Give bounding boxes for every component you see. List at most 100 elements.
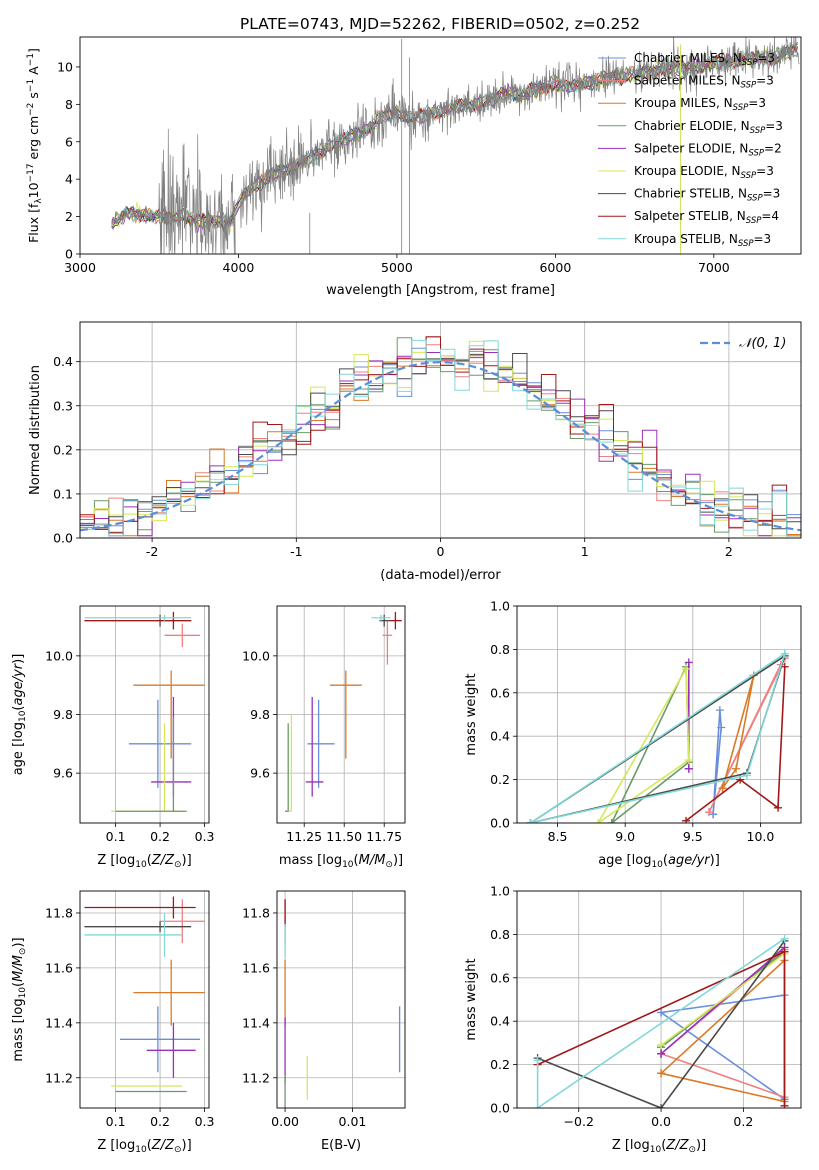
mass_vs_z-xlabel-part: ( [147,1138,152,1153]
legend-label-salpeter_elodie-part: SSP [748,148,764,158]
weight_vs_age-ylabel: mass weight [464,673,479,755]
age_vs_z-frame [79,605,210,824]
spectrum-ylabel-part: −2 [26,103,36,116]
residuals-ytick-label: 0.2 [53,442,73,457]
spectrum-ytick-label: 6 [65,134,73,149]
mass_vs_z-xtick-label: 0.2 [150,1114,170,1129]
spectrum-ytick-label: 4 [65,172,73,187]
legend-label-chabrier_miles-part: Chabrier MILES, N [634,51,742,65]
age_vs_z-points [84,611,205,812]
spectrum-frame [79,36,802,255]
legend-label-kroupa_stelib-part: SSP [738,239,754,249]
residuals-frame [79,321,802,539]
spectrum-xtick-label: 5000 [381,260,413,275]
marker-kroupa_elodie [594,819,603,823]
residuals-ytick-label: 0.0 [53,531,73,546]
legend-label-kroupa_elodie-part: Kroupa ELODIE, N [634,164,741,178]
age_vs_mass-xtick-label: 11.75 [366,829,402,844]
residuals-xtick-label: -1 [290,544,302,559]
series-chabrier_miles [712,710,723,815]
spectrum-ylabel-part: −1 [26,79,36,92]
marker-chabrier_stelib [657,1104,666,1108]
mass_vs_ebv-xtick-label: 0.00 [271,1114,299,1129]
weight_vs_age-xlabel-part: age [log [598,853,651,868]
age_vs_z-xtick-label: 0.2 [150,829,170,844]
legend-label-chabrier_miles-part: =3 [757,51,775,65]
spectrum-xtick-label: 4000 [223,260,255,275]
residuals-xtick-label: 1 [581,544,589,559]
residuals-ylabel: Normed distribution [28,365,43,495]
marker-salpeter_stelib [780,947,789,956]
weight_vs_z-xlabel: Z [log10(Z/Z⊙)] [612,1138,706,1155]
residuals-ytick-label: 0.1 [53,486,73,501]
spectrum-ylabel-part: Flux [f [26,203,41,243]
residuals-xtick-label: 0 [437,544,445,559]
weight_vs_z-ytick-label: 1.0 [490,884,510,899]
legend-label-chabrier_stelib-part: SSP [747,194,763,204]
age_vs_z-xlabel-part: ⊙ [174,860,182,870]
spectrum-ylabel-part: 10 [26,182,41,198]
age_vs_z-ylabel-part: age [log [11,722,26,775]
age_vs_mass-xtick-label: 11.50 [326,829,362,844]
mass_vs_ebv-ytick-label: 11.2 [242,1070,270,1085]
mass_vs_z-xlabel-part: Z/Z [151,1138,175,1153]
marker-salpeter_stelib [780,662,789,671]
residuals-panel: -2 -1 0 1 2 0.0 0.1 0.2 0.3 0.4 (data-model)/error… [28,321,802,583]
weight_vs_age-ytick-label: 0.4 [490,729,510,744]
mass_vs_ebv-ytick-label: 11.4 [242,1015,270,1030]
legend-label-chabrier_elodie-part: =3 [765,119,783,133]
legend-label-chabrier_miles: Chabrier MILES, NSSP=3 [634,51,775,68]
weight_vs_z-ytick-label: 0.6 [490,970,510,985]
weight_vs_z-xtick-label: 0.2 [733,1114,753,1129]
data-spectrum-line [111,37,800,254]
age_vs_mass-xlabel-part: ⊙ [385,860,393,870]
spectrum-xtick-label: 7000 [698,260,730,275]
weight_vs_age-ytick-label: 0.6 [490,685,510,700]
mass_vs_z-ylabel-part: ( [11,982,26,987]
spectrum-ytick-label: 2 [65,209,73,224]
spectrum-xtick-label: 6000 [539,260,571,275]
mass_vs_ebv-ytick-label: 11.6 [242,960,270,975]
weight_vs_z-xlabel-part: Z/Z [665,1138,689,1153]
marker-kroupa_stelib [526,819,535,823]
legend-label-chabrier_elodie: Chabrier ELODIE, NSSP=3 [634,119,783,136]
mass_vs_z-xlabel-part: ⊙ [174,1145,182,1155]
residuals-ytick-label: 0.4 [53,354,73,369]
spectrum-ylabel-part: λ [34,198,44,204]
legend-label-chabrier_stelib-part: Chabrier STELIB, N [634,187,747,201]
age_vs_mass-xtick-label: 11.25 [286,829,322,844]
residual-histograms [80,336,801,538]
series-salpeter_stelib [685,666,786,822]
residuals-xlabel: (data-model)/error [380,568,501,583]
spectrum-xtick-label: 3000 [64,260,96,275]
legend-label-kroupa_elodie-part: =3 [756,164,774,178]
mass_vs_ebv-xtick-label: 0.01 [339,1114,367,1129]
age_vs_z-ytick-label: 9.6 [53,766,73,781]
marker-kroupa_miles [657,1069,666,1078]
mass_vs_z-points [84,896,205,1093]
weight_vs_age-xlabel-part: 10 [651,860,663,870]
age_vs_z-ylabel: age [log10(age/yr)] [11,654,28,776]
legend-label-salpeter_miles-part: SSP [741,81,757,91]
age_vs_z-ylabel-part: ( [11,706,26,711]
age_vs_mass-ytick-label: 9.6 [250,766,270,781]
age_vs_z-xtick-label: 0.1 [106,829,126,844]
weight_vs_z-xtick-label: −0.2 [564,1114,594,1129]
mass_vs_ebv-ytick-label: 11.8 [242,905,270,920]
age_vs_z-ylabel-part: )] [11,654,26,664]
spectrum-ylabel-part: erg cm [26,116,41,164]
age_vs_z-panel: 0.1 0.2 0.39.69.810.0Z [log10(Z/Z⊙)]age [l… [11,605,214,870]
spectrum-ylabel-part: s [26,92,41,103]
marker-kroupa_miles [732,764,741,773]
legend-label-chabrier_miles-part: SSP [742,58,758,68]
age_vs_z-xlabel-part: Z [log [97,853,135,868]
marker-chabrier_elodie [607,819,616,823]
weight_vs_age-xtick-label: 10.0 [747,829,775,844]
legend-label-salpeter_stelib-part: Salpeter STELIB, N [634,209,746,223]
legend-label-kroupa_stelib-part: Kroupa STELIB, N [634,232,738,246]
residuals-ytick-label: 0.3 [53,398,73,413]
age_vs_z-xlabel-part: )] [182,853,192,868]
marker-kroupa_stelib [780,934,789,943]
legend-label-salpeter_elodie-part: Salpeter ELODIE, N [634,141,748,155]
